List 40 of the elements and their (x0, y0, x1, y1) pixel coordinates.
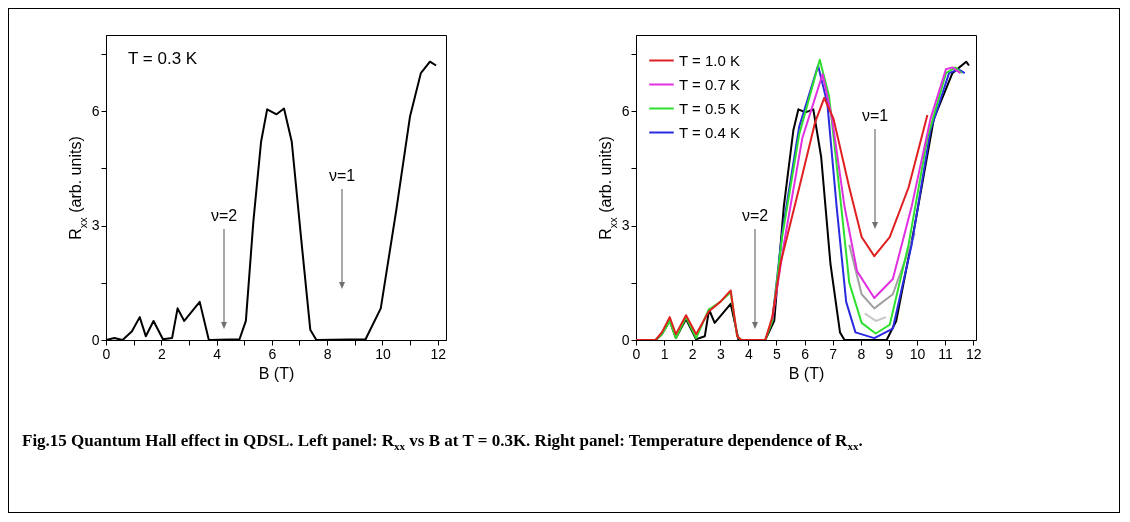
x-tick-label: 2 (157, 345, 166, 362)
x-tick-label: 6 (268, 345, 277, 362)
x-tick-label: 7 (829, 345, 838, 362)
x-axis-title: B (T) (258, 364, 295, 382)
x-tick-label: 10 (909, 345, 926, 362)
x-tick-label: 11 (938, 345, 954, 362)
line-series (848, 232, 916, 310)
x-tick-label: 0 (632, 345, 641, 362)
y-tick-label: 6 (621, 102, 630, 119)
x-tick-label: 8 (323, 345, 332, 362)
x-tick-label: 10 (375, 345, 391, 362)
legend-label: T = 0.5 K (679, 99, 741, 117)
legend-label: T = 1.0 K (679, 51, 741, 69)
x-axis-title: B (T) (788, 364, 825, 382)
y-tick-label: 0 (91, 331, 100, 348)
x-tick-label: 3 (716, 345, 725, 362)
x-tick-label: 4 (213, 345, 222, 362)
x-tick-label: 12 (430, 345, 447, 362)
caption: Fig.15 Quantum Hall effect in QDSL. Left panel: R$_{xx}$ vs B at T = 0.3K. Right panel: Temperature dependence of R$_{xx}$. (22, 430, 864, 455)
y-tick-label: 3 (621, 217, 630, 234)
line-series (636, 96, 929, 340)
y-tick-label: 6 (91, 102, 100, 119)
y-tick-label: 3 (91, 217, 100, 234)
x-tick-label: 12 (965, 345, 982, 362)
y-tick-label: 0 (621, 331, 630, 348)
x-tick-label: 9 (885, 345, 894, 362)
x-tick-label: 6 (801, 345, 810, 362)
x-tick-label: 4 (745, 345, 753, 362)
annotation: ν=2 (210, 207, 238, 224)
x-tick-label: 1 (660, 345, 669, 362)
annotation: ν=1 (861, 107, 889, 124)
legend-label: T = 0.7 K (679, 75, 741, 93)
x-tick-label: 5 (773, 345, 782, 362)
x-tick-label: 0 (102, 345, 111, 362)
annotation: ν=2 (741, 207, 769, 224)
annotation: T = 0.3 K (128, 49, 198, 68)
x-tick-label: 2 (688, 345, 697, 362)
legend-label: T = 0.4 K (679, 123, 741, 141)
annotation: ν=1 (328, 167, 356, 184)
x-tick-label: 8 (857, 345, 866, 362)
